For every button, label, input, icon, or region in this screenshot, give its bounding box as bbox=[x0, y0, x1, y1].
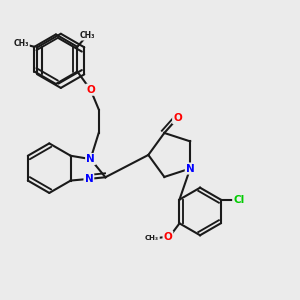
Text: CH₃: CH₃ bbox=[145, 235, 159, 241]
Text: CH₃: CH₃ bbox=[80, 31, 95, 40]
Text: CH₃: CH₃ bbox=[14, 39, 29, 48]
Text: O: O bbox=[164, 232, 172, 242]
Text: N: N bbox=[186, 164, 194, 173]
Text: N: N bbox=[85, 174, 93, 184]
Text: Cl: Cl bbox=[233, 195, 244, 205]
Text: O: O bbox=[86, 85, 95, 95]
Text: N: N bbox=[86, 154, 95, 164]
Text: O: O bbox=[173, 113, 182, 123]
